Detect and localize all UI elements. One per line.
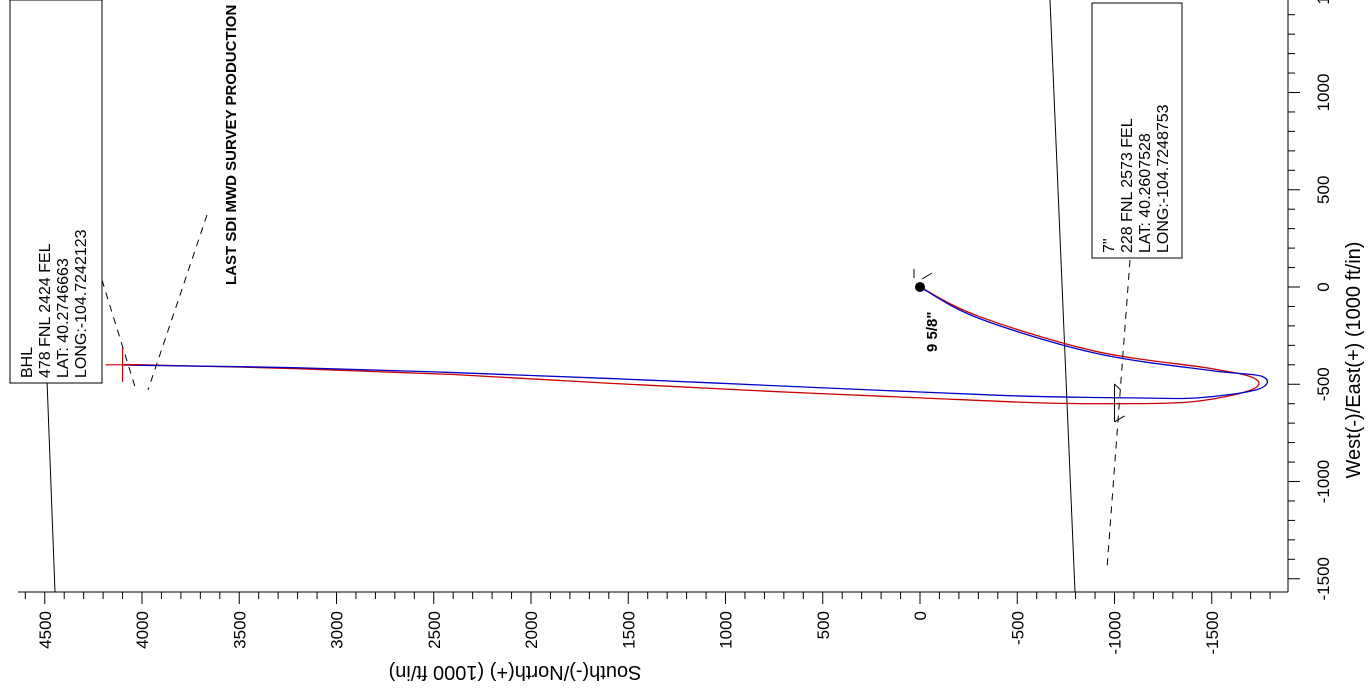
x-tick-label: 2000 <box>522 611 541 649</box>
reference-line <box>1049 0 1076 593</box>
surface-casing-label: 9 5/8" <box>924 312 941 352</box>
y-tick-label: -1000 <box>1314 460 1333 503</box>
series-line-2 <box>121 286 1268 400</box>
y-tick-label: 1000 <box>1314 74 1333 112</box>
casing-shoe-marker <box>1114 383 1125 423</box>
bhl-callout-text: LAT: 40.2746663 <box>55 258 72 378</box>
x-tick-label: 0 <box>911 611 930 620</box>
annotations: BHL 478 FNL 2424 FEL LAT: 40.2746663 LONG:-… <box>9 0 1183 569</box>
last-survey-label: LAST SDI MWD SURVEY PRODUCTION <box>223 5 240 285</box>
x-axis: 4500 4000 3500 3000 2500 2000 1500 1000 500 0 -500… <box>18 591 1288 654</box>
bhl-callout-box <box>9 0 103 384</box>
y-tick-label: 0 <box>1314 282 1333 291</box>
x-tick-label: 2500 <box>425 611 444 649</box>
x-axis-title: South(-)/North(+) (1000 ft/in) <box>389 661 642 683</box>
reference-lines <box>46 0 1076 593</box>
bhl-callout-text: BHL <box>19 347 36 378</box>
leader-line <box>147 214 208 391</box>
x-tick-label: 1000 <box>717 611 736 649</box>
y-tick-label: 500 <box>1314 176 1333 204</box>
x-tick-label: 4500 <box>36 611 55 649</box>
surface-location-marker <box>915 282 925 292</box>
series-layer <box>121 286 1268 405</box>
x-tick-label: 1500 <box>619 611 638 649</box>
x-tick-label: -1500 <box>1203 611 1222 654</box>
x-tick-label: -500 <box>1008 611 1027 645</box>
y-tick-label: 15 <box>1314 0 1333 5</box>
seven-inch-callout-text: LONG:-104.7248753 <box>1155 104 1172 253</box>
markers <box>105 269 1125 423</box>
x-tick-label: 500 <box>814 611 833 639</box>
y-axis: -1500 -1000 -500 0 500 1000 15 <box>1287 0 1333 600</box>
casing-shoe-marker <box>913 269 933 280</box>
bhl-callout-text: LONG:-104.7242123 <box>73 229 90 378</box>
x-tick-label: -1000 <box>1106 611 1125 654</box>
y-tick-label: -1500 <box>1314 557 1333 600</box>
leader-line <box>101 279 137 391</box>
seven-inch-callout-box <box>1091 2 1183 259</box>
y-tick-label: -500 <box>1314 367 1333 401</box>
leader-line <box>1106 259 1131 569</box>
reference-line <box>46 379 56 593</box>
bhl-callout-text: 478 FNL 2424 FEL <box>37 243 54 378</box>
x-tick-label: 3500 <box>230 611 249 649</box>
seven-inch-callout-text: LAT: 40.2607528 <box>1137 133 1154 253</box>
x-tick-label: 3000 <box>328 611 347 649</box>
y-axis-title: West(-)/East(+) (1000 ft/in) <box>1343 242 1365 479</box>
series-line-1 <box>121 286 1260 405</box>
seven-inch-callout-text: 7" <box>1101 238 1118 253</box>
x-tick-label: 4000 <box>133 611 152 649</box>
seven-inch-callout-text: 228 FNL 2573 FEL <box>1119 118 1136 253</box>
